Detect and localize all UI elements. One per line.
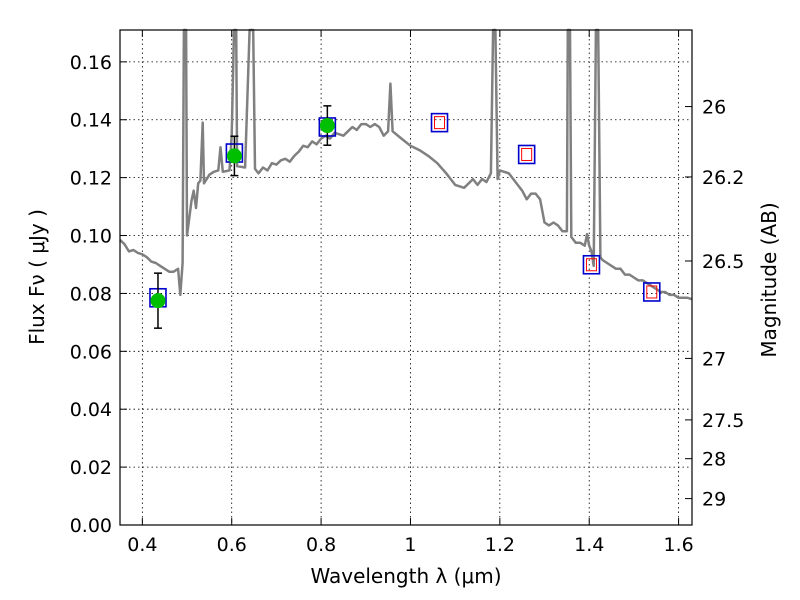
- x-tick-label: 0.8: [306, 534, 336, 556]
- y2-axis-ticks: 26 26.2 26.5 27 27.5 28 29: [685, 97, 744, 511]
- grid: [120, 30, 692, 526]
- plot-frame: [119, 29, 693, 526]
- x-tick-label: 1: [404, 534, 416, 556]
- y2-tick-label: 27.5: [702, 410, 744, 432]
- y-tick-label: 0.10: [70, 226, 112, 248]
- x-tick-label: 0.4: [127, 534, 157, 556]
- observed-marker: [319, 118, 335, 134]
- model-box-marker: [582, 254, 601, 275]
- x-axis-ticks: 0.4 0.6 0.8 1 1.2 1.4 1.6: [127, 30, 694, 556]
- y-tick-label: 0.00: [70, 515, 112, 537]
- y-tick-label: 0.14: [70, 110, 112, 132]
- photometry-points: [149, 105, 661, 329]
- y-tick-label: 0.08: [70, 283, 112, 305]
- upper-limit-marker: [434, 116, 446, 130]
- upper-limit-marker: [585, 258, 597, 272]
- model-box-marker: [642, 282, 661, 302]
- y-tick-label: 0.02: [70, 457, 112, 479]
- observed-point: [226, 135, 242, 177]
- model-box-marker: [517, 144, 536, 165]
- model-spectrum: [119, 28, 693, 301]
- y-tick-label: 0.04: [70, 399, 112, 421]
- y2-tick-label: 26: [702, 97, 726, 119]
- observed-point: [150, 272, 166, 329]
- x-tick-label: 0.6: [217, 534, 247, 556]
- y2-tick-label: 26.5: [702, 251, 744, 273]
- y-tick-label: 0.12: [70, 168, 112, 190]
- y2-tick-label: 29: [702, 489, 726, 511]
- y2-tick-label: 28: [702, 449, 726, 471]
- observed-marker: [150, 293, 166, 309]
- x-tick-label: 1.4: [574, 534, 604, 556]
- y-axis-ticks: 0.00 0.02 0.04 0.06 0.08 0.10 0.12 0.14 0.16: [70, 52, 127, 537]
- spectrum-line: [119, 28, 693, 301]
- x-tick-label: 1.6: [663, 534, 693, 556]
- upper-limit-marker: [521, 147, 533, 161]
- observed-point: [319, 105, 335, 146]
- x-axis-label: Wavelength λ (μm): [310, 564, 501, 588]
- y-axis-label: Flux Fν ( μJy ): [25, 209, 49, 345]
- y2-tick-label: 26.2: [702, 167, 744, 189]
- y-tick-label: 0.06: [70, 341, 112, 363]
- upper-limit-marker: [646, 285, 658, 299]
- y2-tick-label: 27: [702, 348, 726, 370]
- observed-marker: [226, 148, 242, 164]
- y2-axis-label: Magnitude (AB): [757, 202, 781, 357]
- y-tick-label: 0.16: [70, 52, 112, 74]
- model-box-marker: [430, 112, 449, 133]
- x-tick-label: 1.2: [485, 534, 515, 556]
